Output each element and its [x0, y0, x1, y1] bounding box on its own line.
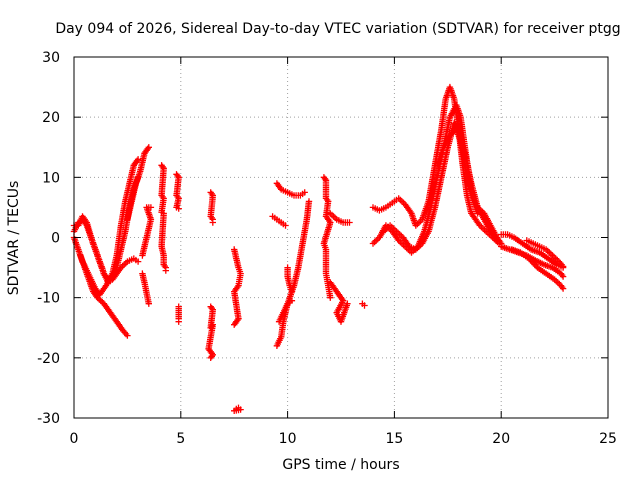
y-tick-label: 30 — [42, 50, 60, 66]
data-series-track-11 — [231, 246, 244, 414]
y-tick-label: -10 — [37, 291, 60, 307]
data-series-track-19 — [327, 210, 353, 226]
data-series-track-24 — [433, 126, 481, 217]
y-tick-label: 0 — [51, 231, 60, 247]
chart-title: Day 094 of 2026, Sidereal Day-to-day VTE… — [55, 21, 620, 37]
data-series-track-10 — [205, 189, 216, 361]
data-marks — [70, 83, 567, 414]
data-series-track-08 — [158, 162, 169, 274]
x-tick-label: 5 — [176, 431, 185, 447]
y-tick-label: -20 — [37, 351, 60, 367]
data-series-track-20 — [359, 300, 368, 309]
data-series-track-05 — [124, 144, 152, 223]
data-series-track-25 — [498, 231, 567, 271]
y-tick-label: 10 — [42, 170, 60, 186]
data-series-track-13 — [275, 297, 296, 325]
y-axis-label: SDTVAR / TECUs — [6, 181, 22, 296]
y-tick-label: -30 — [37, 411, 60, 427]
x-tick-label: 10 — [279, 431, 297, 447]
plot-frame — [73, 56, 609, 419]
x-tick-label: 0 — [70, 431, 79, 447]
data-series-track-06 — [139, 204, 155, 259]
x-tick-label: 20 — [492, 431, 510, 447]
x-tick-label: 25 — [599, 431, 617, 447]
x-tick-label: 15 — [385, 431, 403, 447]
data-series-track-15 — [269, 213, 289, 229]
data-series-track-28 — [523, 237, 567, 270]
data-series-track-09 — [173, 171, 182, 325]
data-series-track-04 — [77, 252, 131, 339]
data-series-track-16 — [284, 264, 296, 295]
data-series-track-27 — [508, 246, 567, 292]
data-series-track-18 — [327, 279, 351, 325]
axis-ticks: 0 5 10 15 20 25 -30 -20 -10 0 10 20 30 — [37, 50, 617, 447]
data-series-track-17 — [320, 174, 334, 301]
data-series-track-07 — [139, 270, 152, 307]
x-axis-label: GPS time / hours — [282, 457, 399, 473]
y-tick-label: 20 — [42, 110, 60, 126]
data-series-track-14 — [273, 180, 308, 199]
